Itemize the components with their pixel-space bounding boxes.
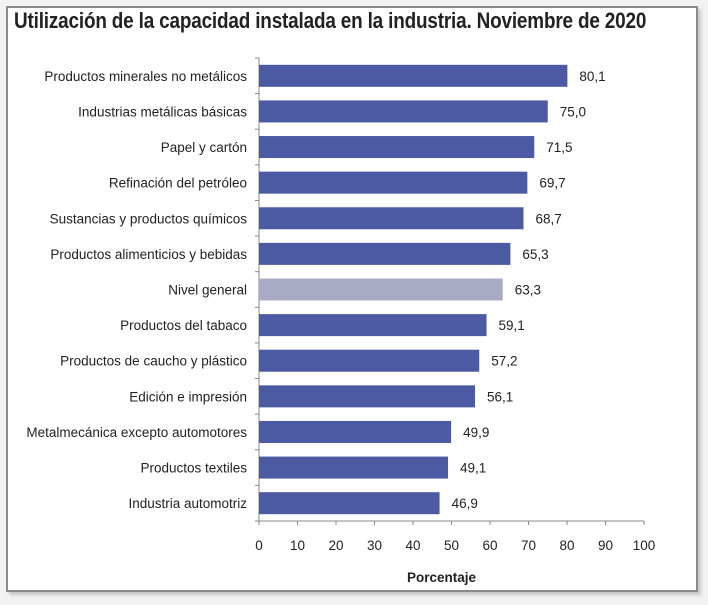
bar (259, 314, 487, 337)
x-tick-label: 0 (255, 538, 263, 553)
category-label: Productos de caucho y plástico (60, 354, 247, 369)
x-tick-label: 100 (633, 538, 656, 553)
bar (259, 349, 480, 372)
data-label: 75,0 (560, 104, 586, 119)
x-axis-title: Porcentaje (407, 570, 477, 585)
x-tick-label: 10 (290, 538, 305, 553)
category-label: Productos minerales no metálicos (44, 69, 247, 84)
x-tick-label: 70 (521, 538, 536, 553)
bar (259, 171, 528, 194)
category-label: Sustancias y productos químicos (50, 211, 248, 226)
chart-title: Utilización de la capacidad instalada en… (14, 8, 647, 33)
data-label: 57,2 (491, 354, 517, 369)
data-label: 49,9 (463, 425, 489, 440)
x-tick-label: 90 (598, 538, 613, 553)
data-label: 71,5 (546, 140, 572, 155)
data-label: 65,3 (522, 247, 548, 262)
data-label: 59,1 (499, 318, 525, 333)
data-label: 56,1 (487, 389, 513, 404)
x-tick-label: 60 (482, 538, 497, 553)
data-label: 68,7 (535, 211, 561, 226)
category-label: Industria automotriz (128, 496, 247, 511)
data-label: 46,9 (452, 496, 478, 511)
category-label: Nivel general (168, 283, 247, 298)
data-label: 49,1 (460, 461, 486, 476)
category-label: Productos alimenticios y bebidas (50, 247, 247, 262)
bar (259, 64, 568, 87)
bar (259, 385, 475, 408)
x-tick-label: 20 (328, 538, 343, 553)
bar (259, 207, 524, 230)
category-label: Industrias metálicas básicas (78, 104, 247, 119)
bar (259, 420, 452, 443)
bar (259, 136, 535, 159)
category-label: Edición e impresión (129, 389, 247, 404)
bar (259, 492, 440, 515)
bar (259, 456, 449, 479)
data-label: 80,1 (579, 69, 605, 84)
category-label: Metalmecánica excepto automotores (26, 425, 247, 440)
x-tick-label: 30 (367, 538, 382, 553)
category-label: Papel y cartón (161, 140, 247, 155)
x-tick-label: 80 (559, 538, 574, 553)
category-label: Productos textiles (140, 461, 247, 476)
category-label: Refinación del petróleo (109, 176, 247, 191)
x-tick-label: 40 (405, 538, 420, 553)
x-tick-label: 50 (444, 538, 459, 553)
bar (259, 242, 511, 265)
bar (259, 100, 548, 123)
data-label: 69,7 (539, 176, 565, 191)
bar (259, 278, 503, 301)
data-label: 63,3 (515, 283, 541, 298)
category-label: Productos del tabaco (120, 318, 247, 333)
